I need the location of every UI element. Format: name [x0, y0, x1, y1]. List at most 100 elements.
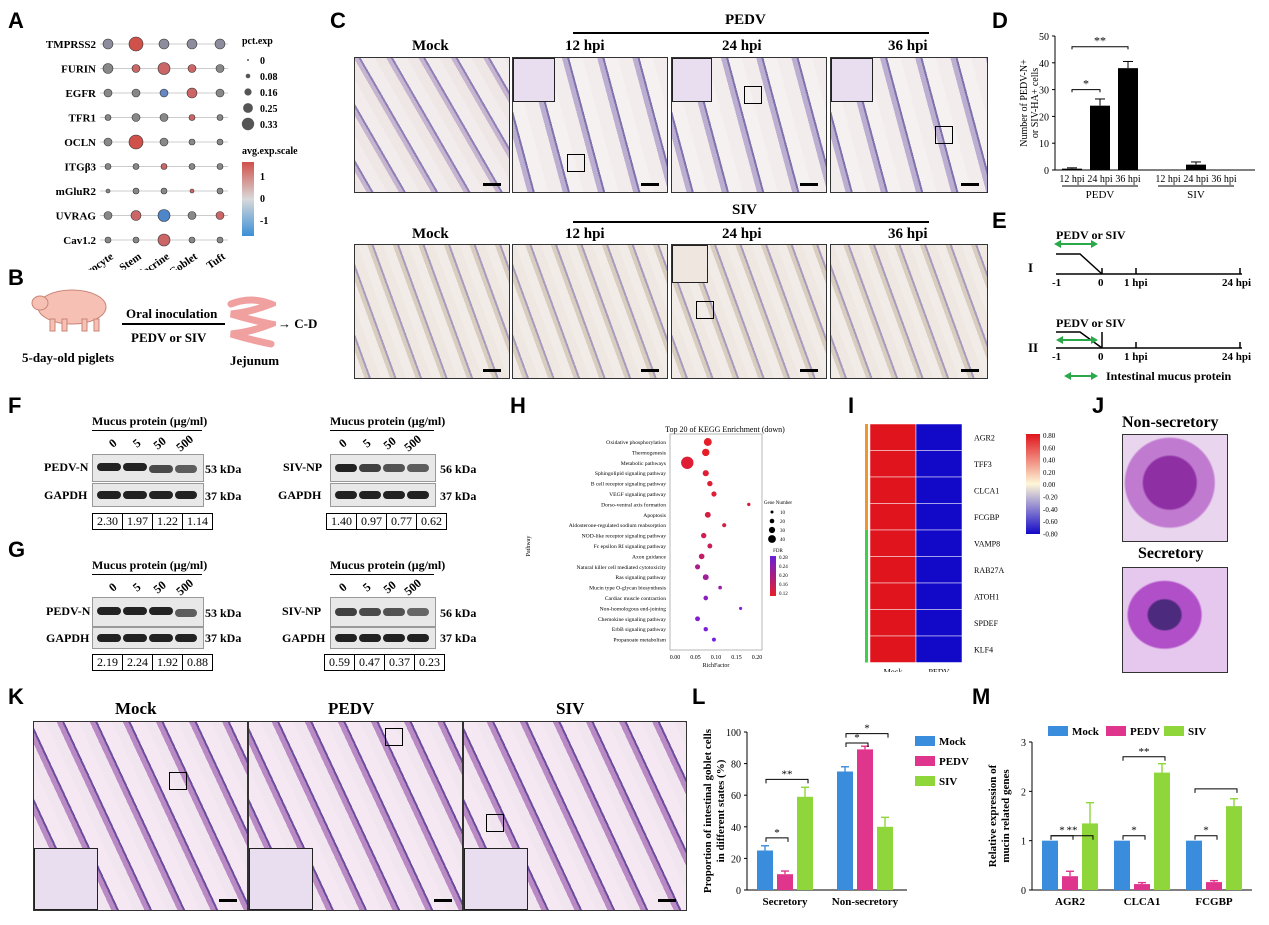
bar-mock: [1042, 840, 1058, 890]
g-right-dose-50: 50: [380, 577, 399, 597]
pct-legend-label: 0: [260, 56, 265, 67]
gene-label: FURIN: [61, 64, 96, 76]
panel-label-a: A: [8, 8, 24, 33]
pct-legend-label: 0.08: [260, 72, 278, 83]
expression-dot: [132, 236, 140, 244]
quant-value: 2.24: [123, 655, 153, 670]
f-left-kda: 53 kDa: [205, 462, 242, 476]
k-col-siv: SIV: [556, 699, 585, 718]
h-size-legend-dot: [768, 526, 776, 534]
category-label: CLCA1: [1124, 896, 1161, 908]
panel-i-heatmap: AGR2 TFF3 CLCA1 FCGBP VAMP8 RAB27A ATOH1 SPDEF K…: [865, 423, 1058, 673]
expression-dot: [216, 236, 224, 244]
quant-value: 0.88: [187, 655, 208, 669]
d-sig-bracket: [1071, 46, 1129, 50]
pas-mock-image: [33, 721, 248, 911]
quant-value: 0.59: [325, 655, 355, 670]
pedv-title: PEDV: [725, 12, 766, 28]
g-left-dose-0: 0: [105, 579, 120, 595]
h-size-legend-dot: [769, 518, 775, 524]
j-secretory-title: Secretory: [1138, 545, 1204, 562]
h-enrichment-dot: [694, 564, 701, 570]
h-pathway-label: Sphingolipid signaling pathway: [595, 471, 666, 477]
siv-bracket: [573, 221, 929, 223]
h-pathway-label: Dorso-ventral axis formation: [601, 501, 666, 508]
pas-siv-image: [463, 721, 687, 911]
h-xtick-label: 0.05: [690, 655, 701, 661]
f-left-dose-5: 5: [129, 435, 144, 451]
d-xtick-label: 24 hpi: [1183, 174, 1209, 185]
bar-pedv: [1134, 884, 1150, 890]
expression-dot: [157, 209, 171, 222]
i-heat-cell: [869, 582, 917, 610]
d-group-pedv: PEDV: [1086, 189, 1115, 201]
i-heat-cell: [869, 476, 917, 504]
quant-value: 0.23: [419, 655, 440, 669]
expression-dot: [216, 163, 224, 170]
g-right-dose-0: 0: [335, 579, 350, 595]
h-pathway-label: Fc epsilon RI signaling pathway: [594, 544, 667, 550]
h-color-legend-label: 0.12: [779, 592, 788, 597]
bar-siv: [1082, 823, 1098, 890]
f-right-dose-500: 500: [401, 431, 425, 455]
expression-dot: [105, 188, 111, 194]
quant-value: 0.62: [421, 514, 442, 528]
expression-dot: [216, 138, 224, 146]
h-size-legend-label: 40: [780, 538, 786, 543]
h-enrichment-dot: [702, 470, 709, 477]
i-scale-tick: -0.60: [1043, 518, 1058, 526]
h-pathway-label: Mucin type O-glycan biosynthesis: [589, 586, 666, 592]
expression-dot: [128, 36, 144, 52]
f-right-dose-0: 0: [335, 435, 350, 451]
bar-mock: [1186, 840, 1202, 890]
h-enrichment-dot: [707, 543, 713, 549]
pct-legend-dot: [241, 117, 255, 131]
bar-pedv: [1206, 882, 1222, 890]
h-pathway-label: Natural killer cell mediated cytotoxicit…: [577, 565, 667, 571]
h-ylabel: Pathway: [526, 536, 532, 557]
quant-value: 0.77: [387, 514, 417, 529]
gene-label: UVRAG: [56, 211, 97, 223]
siv-title: SIV: [732, 202, 758, 218]
h-enrichment-dot: [739, 606, 743, 610]
g-left-dose-5: 5: [129, 579, 144, 595]
f-right-quant: 1.40 0.97 0.77 0.62: [326, 513, 447, 530]
avg-color-scale: [242, 162, 254, 236]
f-left-title: Mucus protein (μg/ml): [92, 414, 208, 428]
ytick-label: 100: [726, 728, 741, 739]
h-enrichment-dot: [722, 523, 727, 528]
expression-dot: [187, 211, 197, 220]
expression-dot: [159, 88, 169, 98]
h-pathway-label: Cardiac muscle contraction: [605, 596, 666, 602]
sig-bracket: [1122, 756, 1166, 761]
d-xtick-label: 24 hpi: [1087, 174, 1113, 185]
d-xtick-label: 36 hpi: [1211, 174, 1237, 185]
legend-swatch: [1164, 726, 1184, 736]
h-enrichment-dot: [695, 616, 700, 622]
f-right-dose-5: 5: [359, 435, 374, 451]
pct-legend-label: 0.33: [260, 120, 278, 131]
legend-swatch: [915, 776, 935, 786]
i-gene-label: ATOH1: [974, 592, 999, 601]
h-size-legend-dot: [768, 535, 776, 543]
h-size-legend-title: Gene Number: [764, 501, 793, 506]
h-pathway-label: Axon guidance: [632, 554, 667, 560]
h-pathway-label: Ras signaling pathway: [615, 575, 666, 581]
d-ylabel-1: Number of PEDV-N+: [1019, 59, 1030, 147]
legend-swatch: [1048, 726, 1068, 736]
d-bar: [1090, 105, 1110, 170]
virus-label: PEDV or SIV: [131, 330, 207, 345]
expression-dot: [160, 163, 168, 170]
legend-swatch: [1106, 726, 1126, 736]
f-left-blot-target: [92, 454, 204, 482]
d-ytick-label: 40: [1039, 59, 1049, 70]
i-col-label: PEDV: [929, 668, 950, 673]
h-size-legend-label: 20: [780, 520, 786, 525]
bar-pedv: [1062, 876, 1078, 890]
panel-label-k: K: [8, 684, 24, 709]
i-gene-label: SPDEF: [974, 619, 999, 628]
d-ylabel-2: or SIV-HA+ cells: [1030, 68, 1041, 138]
celltype-label: Goblet: [167, 250, 200, 270]
h-color-legend-label: 0.24: [779, 565, 788, 570]
